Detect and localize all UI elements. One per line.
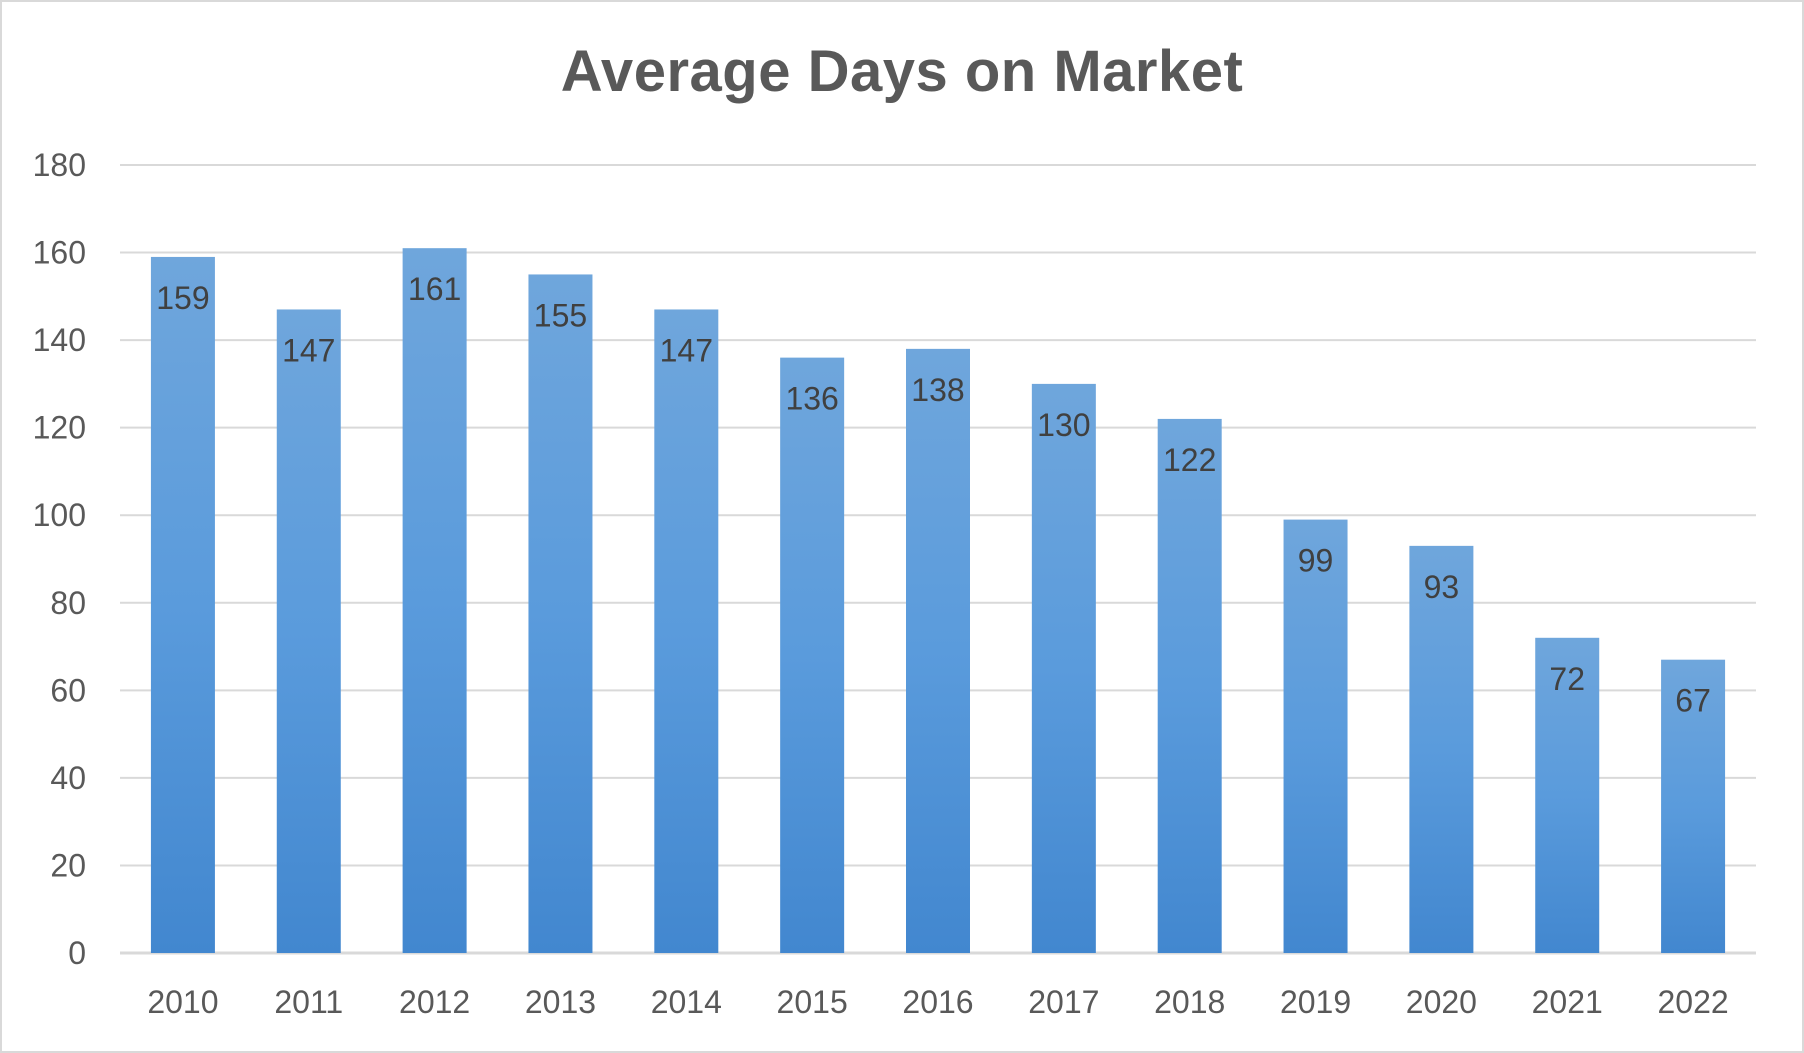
data-label-2013: 155: [534, 297, 587, 333]
y-tick-label: 0: [68, 935, 86, 971]
bar-2013: [528, 274, 593, 953]
x-axis-ticks: 2010 2011 2012 2013 2014 2015 2016 2017 2018 2019…: [147, 984, 1728, 1020]
bar-2020: [1409, 545, 1474, 953]
bar-2011: [276, 309, 341, 953]
y-tick-label: 140: [33, 322, 86, 358]
data-label-2021: 72: [1549, 661, 1585, 697]
data-label-2014: 147: [660, 332, 713, 368]
data-label-2020: 93: [1424, 569, 1460, 605]
bar-2010: [150, 256, 215, 953]
data-label-2012: 161: [408, 271, 461, 307]
x-tick-label-2013: 2013: [525, 984, 596, 1020]
x-tick-label-2014: 2014: [651, 984, 722, 1020]
x-tick-label-2020: 2020: [1406, 984, 1477, 1020]
data-label-2019: 99: [1298, 543, 1334, 579]
bar-2018: [1157, 418, 1222, 953]
data-label-2015: 136: [785, 381, 838, 417]
bar-2016: [906, 348, 970, 953]
bars: [150, 248, 1726, 954]
x-tick-label-2011: 2011: [274, 984, 343, 1020]
x-tick-label-2018: 2018: [1154, 984, 1225, 1020]
y-tick-label: 160: [33, 235, 86, 271]
y-tick-label: 120: [33, 410, 86, 446]
data-labels: 159 147 161 155 147 136 138 130 122 99 93 72 67: [156, 271, 1711, 719]
data-label-2022: 67: [1675, 683, 1711, 719]
bar-2015: [780, 357, 845, 954]
chart-title: Average Days on Market: [560, 39, 1244, 104]
x-tick-label-2015: 2015: [777, 984, 848, 1020]
bar-2014: [654, 309, 719, 953]
y-tick-label: 60: [50, 672, 86, 708]
y-axis-ticks: 0 20 40 60 80 100 120 140 160 180: [33, 147, 86, 971]
data-label-2011: 147: [282, 332, 335, 368]
x-tick-label-2016: 2016: [902, 984, 973, 1020]
bar-2012: [402, 248, 467, 953]
bar-2017: [1031, 383, 1096, 953]
y-tick-label: 20: [50, 847, 86, 883]
data-label-2017: 130: [1037, 407, 1090, 443]
x-tick-label-2017: 2017: [1028, 984, 1099, 1020]
x-tick-label-2021: 2021: [1532, 984, 1603, 1020]
y-tick-label: 40: [50, 760, 86, 796]
bar-2022: [1661, 659, 1726, 953]
y-tick-label: 100: [33, 497, 86, 533]
data-label-2010: 159: [156, 280, 209, 316]
data-label-2018: 122: [1163, 442, 1216, 478]
data-label-2016: 138: [911, 372, 964, 408]
bar-2019: [1283, 519, 1348, 953]
bar-2021: [1535, 637, 1600, 953]
y-tick-label: 80: [50, 585, 86, 621]
x-tick-label-2010: 2010: [147, 984, 218, 1020]
x-tick-label-2012: 2012: [399, 984, 470, 1020]
y-tick-label: 180: [33, 147, 86, 183]
x-tick-label-2022: 2022: [1657, 984, 1728, 1020]
x-tick-label-2019: 2019: [1280, 984, 1351, 1020]
